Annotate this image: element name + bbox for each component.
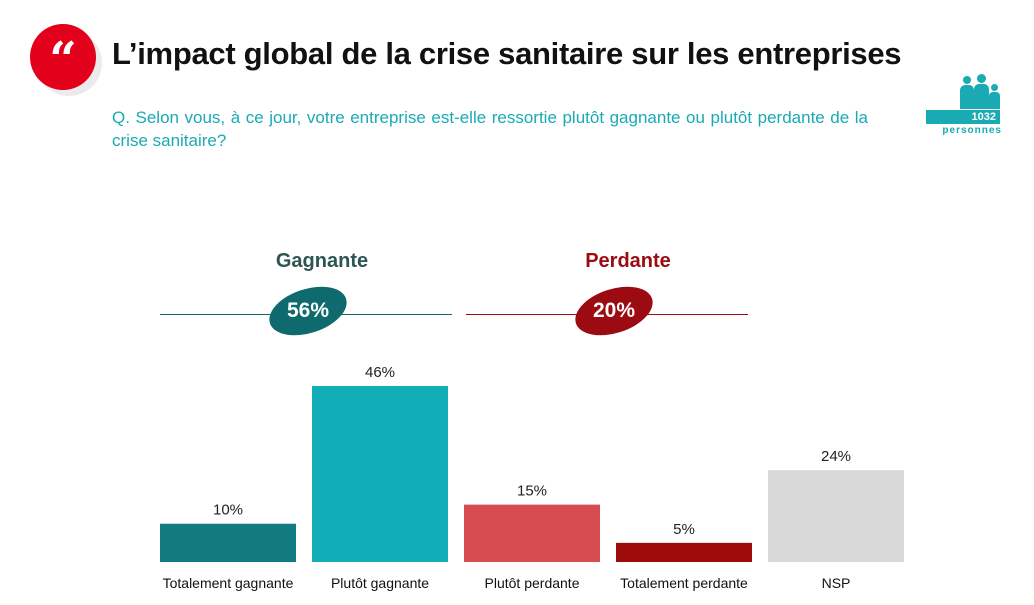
survey-question: Q. Selon vous, à ce jour, votre entrepri…: [112, 108, 868, 150]
quote-badge: “: [30, 24, 96, 90]
bar-3: [616, 542, 752, 562]
bar-4: [768, 470, 904, 562]
category-label-4: NSP: [822, 575, 851, 591]
sample-unit: personnes: [942, 125, 1002, 136]
svg-text:“: “: [49, 32, 77, 88]
bar-value-label-3: 5%: [673, 521, 695, 538]
group-label-loss: Perdante: [585, 250, 671, 272]
bar-value-label-0: 10%: [213, 502, 243, 519]
bar-value-label-4: 24%: [821, 448, 851, 465]
bar-1: [312, 386, 448, 562]
sample-size-badge: 1032 personnes: [926, 74, 1002, 138]
category-label-3: Totalement perdante: [620, 575, 748, 591]
category-label-0: Totalement gagnante: [163, 575, 294, 591]
bar-value-label-1: 46%: [365, 364, 395, 381]
bar-2: [464, 504, 600, 562]
quote-icon: “: [49, 32, 77, 88]
group-label-gain: Gagnante: [275, 250, 369, 272]
category-label-2: Plutôt perdante: [485, 575, 580, 591]
category-label-1: Plutôt gagnante: [331, 575, 429, 591]
page-title: L’impact global de la crise sanitaire su…: [112, 36, 902, 71]
bar-0: [160, 523, 296, 562]
bar-value-label-2: 15%: [517, 483, 547, 500]
sample-count: 1032: [926, 110, 1000, 124]
